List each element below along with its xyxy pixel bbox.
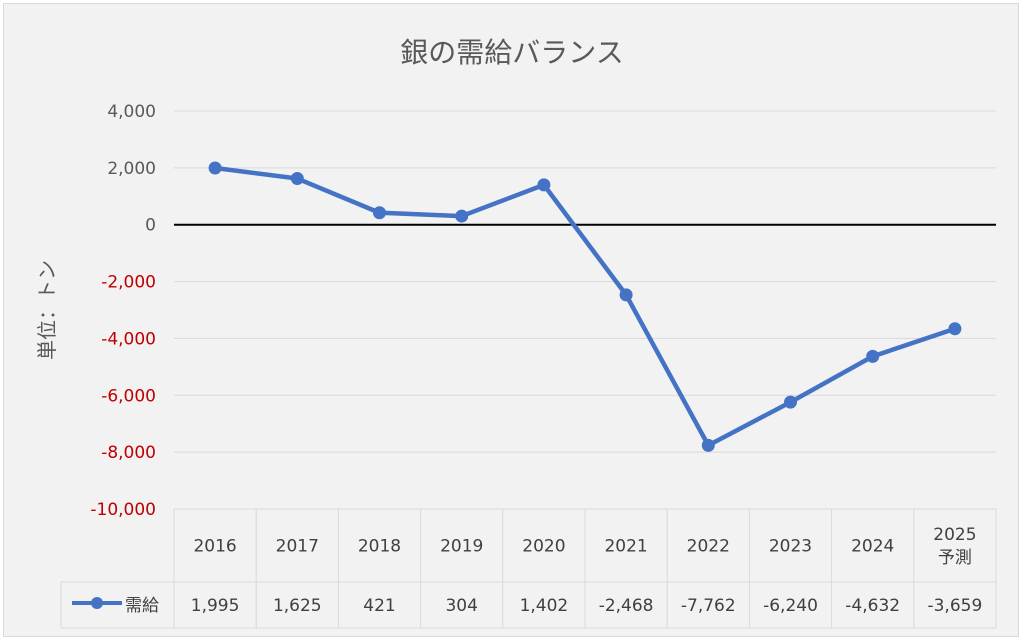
category-label: 2020 — [522, 537, 565, 557]
data-point — [455, 209, 469, 223]
y-tick-label: -2,000 — [101, 273, 156, 293]
category-label: 2017 — [276, 537, 319, 557]
data-point — [208, 161, 222, 175]
data-point — [537, 178, 551, 192]
category-label: 2016 — [193, 537, 236, 557]
data-point — [619, 288, 633, 302]
y-tick-label: -8,000 — [101, 443, 156, 463]
data-point — [373, 206, 386, 220]
series-line-path — [214, 165, 956, 448]
data-point — [948, 322, 962, 336]
value-cell: -7,762 — [681, 596, 736, 616]
category-label: 2018 — [358, 537, 401, 557]
y-tick-label: 0 — [145, 216, 156, 236]
data-point — [784, 395, 797, 409]
y-tick-label: 4,000 — [107, 102, 156, 122]
chart-container: 銀の需給バランス 単位：トン 4,000 2,000 0 -2,000 -4,000 -6… — [3, 3, 1019, 637]
y-tick-label: -10,000 — [90, 500, 156, 520]
data-table: 2016 2017 2018 2019 2020 2021 2022 2023 2024 2025… — [60, 508, 997, 629]
gridlines — [174, 110, 996, 453]
series-line — [208, 161, 962, 452]
y-tick-label: -6,000 — [101, 386, 156, 406]
data-point — [290, 172, 304, 186]
value-cell: -3,659 — [927, 596, 982, 616]
legend-marker-key — [91, 597, 103, 609]
category-label: 2024 — [851, 537, 894, 557]
chart-title: 銀の需給バランス — [400, 36, 623, 69]
value-cell: 1,402 — [520, 596, 569, 616]
y-axis-label: 単位：トン — [35, 260, 59, 360]
value-cell: -4,632 — [845, 596, 900, 616]
y-axis-ticks: 4,000 2,000 0 -2,000 -4,000 -6,000 -8,000 -10,0… — [90, 102, 156, 520]
category-label: 2025 — [933, 525, 976, 545]
category-label: 2019 — [440, 537, 483, 557]
category-label: 2022 — [687, 537, 730, 557]
y-tick-label: -4,000 — [101, 329, 156, 349]
legend-label: 需給 — [125, 596, 159, 616]
value-cell: 304 — [445, 596, 477, 616]
category-label: 予測 — [938, 548, 972, 568]
category-label: 2021 — [604, 537, 647, 557]
value-cell: 1,995 — [191, 596, 240, 616]
category-label: 2023 — [769, 537, 812, 557]
data-point — [701, 438, 715, 452]
value-cell: 421 — [363, 596, 395, 616]
y-tick-label: 2,000 — [107, 159, 156, 179]
value-cell: 1,625 — [273, 596, 322, 616]
value-cell: -6,240 — [763, 596, 818, 616]
line-chart: 銀の需給バランス 単位：トン 4,000 2,000 0 -2,000 -4,000 -6… — [35, 36, 997, 629]
value-cell: -2,468 — [599, 596, 654, 616]
data-point — [866, 349, 880, 363]
